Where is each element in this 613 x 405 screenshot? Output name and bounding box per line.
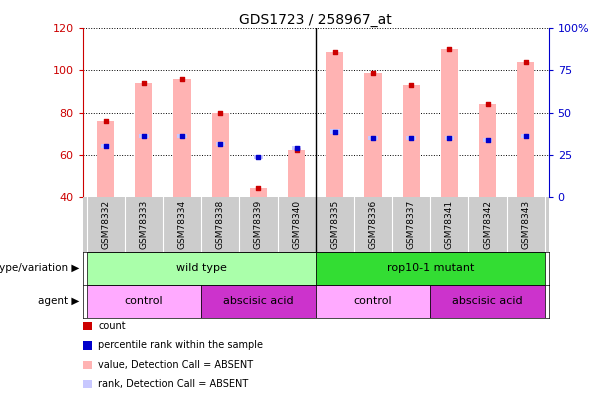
Bar bbox=[441, 49, 458, 197]
Point bbox=[139, 80, 149, 86]
Point bbox=[330, 48, 340, 55]
Bar bbox=[444, 136, 454, 140]
Bar bbox=[521, 134, 530, 138]
Bar bbox=[101, 144, 110, 148]
Text: value, Detection Call = ABSENT: value, Detection Call = ABSENT bbox=[98, 360, 253, 370]
Bar bbox=[330, 130, 340, 134]
Bar bbox=[292, 146, 302, 151]
Text: GSM78336: GSM78336 bbox=[368, 200, 378, 249]
Point bbox=[482, 101, 492, 107]
Text: abscisic acid: abscisic acid bbox=[223, 296, 294, 306]
Bar bbox=[250, 188, 267, 197]
Text: GSM78332: GSM78332 bbox=[101, 200, 110, 249]
Point bbox=[444, 46, 454, 53]
Point bbox=[292, 147, 302, 154]
Bar bbox=[288, 151, 305, 197]
Text: GSM78340: GSM78340 bbox=[292, 200, 301, 249]
Bar bbox=[201, 285, 316, 318]
Bar bbox=[86, 252, 316, 285]
Text: abscisic acid: abscisic acid bbox=[452, 296, 523, 306]
Point bbox=[406, 82, 416, 88]
Bar bbox=[216, 142, 225, 146]
Text: wild type: wild type bbox=[176, 263, 227, 273]
Text: GSM78341: GSM78341 bbox=[445, 200, 454, 249]
Bar bbox=[517, 62, 535, 197]
Bar bbox=[406, 136, 416, 140]
Bar bbox=[483, 138, 492, 142]
Bar bbox=[368, 136, 378, 140]
Point bbox=[139, 132, 149, 139]
Point bbox=[368, 134, 378, 141]
Point bbox=[406, 134, 416, 141]
Bar bbox=[364, 72, 381, 197]
Text: GSM78335: GSM78335 bbox=[330, 200, 339, 249]
Point bbox=[215, 141, 225, 147]
Text: control: control bbox=[354, 296, 392, 306]
Point bbox=[482, 137, 492, 143]
Text: count: count bbox=[98, 321, 126, 331]
Bar bbox=[479, 104, 496, 197]
Text: percentile rank within the sample: percentile rank within the sample bbox=[98, 341, 263, 350]
Text: rank, Detection Call = ABSENT: rank, Detection Call = ABSENT bbox=[98, 379, 248, 389]
Point bbox=[254, 153, 264, 160]
Bar bbox=[316, 252, 545, 285]
Point bbox=[215, 109, 225, 116]
Bar bbox=[430, 285, 545, 318]
Point bbox=[521, 59, 531, 65]
Bar bbox=[135, 83, 153, 197]
Point bbox=[101, 118, 110, 124]
Text: GSM78343: GSM78343 bbox=[521, 200, 530, 249]
Point bbox=[521, 132, 531, 139]
Point bbox=[292, 145, 302, 151]
Text: GSM78333: GSM78333 bbox=[139, 200, 148, 249]
Bar bbox=[86, 285, 201, 318]
Bar bbox=[97, 121, 114, 197]
Bar bbox=[177, 134, 187, 138]
Text: control: control bbox=[124, 296, 163, 306]
Bar bbox=[403, 85, 420, 197]
Bar bbox=[254, 155, 263, 159]
Point bbox=[101, 143, 110, 149]
Point bbox=[444, 134, 454, 141]
Point bbox=[177, 76, 187, 82]
Bar bbox=[173, 79, 191, 197]
Text: GSM78337: GSM78337 bbox=[406, 200, 416, 249]
Text: GSM78338: GSM78338 bbox=[216, 200, 225, 249]
Point bbox=[254, 185, 264, 192]
Bar bbox=[211, 113, 229, 197]
Bar bbox=[316, 285, 430, 318]
Text: GSM78339: GSM78339 bbox=[254, 200, 263, 249]
Point bbox=[368, 69, 378, 76]
Text: agent ▶: agent ▶ bbox=[39, 296, 80, 306]
Text: GSM78334: GSM78334 bbox=[178, 200, 186, 249]
Text: rop10-1 mutant: rop10-1 mutant bbox=[387, 263, 474, 273]
Text: GSM78342: GSM78342 bbox=[483, 200, 492, 249]
Title: GDS1723 / 258967_at: GDS1723 / 258967_at bbox=[239, 13, 392, 27]
Text: genotype/variation ▶: genotype/variation ▶ bbox=[0, 263, 80, 273]
Bar bbox=[139, 134, 148, 138]
Point bbox=[330, 128, 340, 135]
Bar bbox=[326, 51, 343, 197]
Point bbox=[177, 132, 187, 139]
